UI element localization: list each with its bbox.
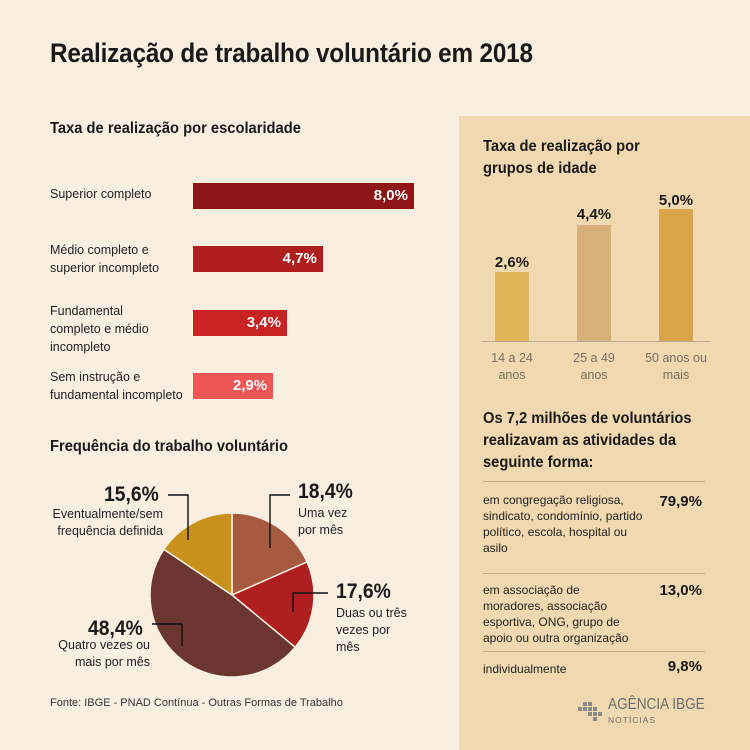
edu-value-label: 8,0% (373, 187, 408, 204)
pie-pct-eventualmente: 15,6% (104, 483, 159, 506)
divider (483, 651, 705, 652)
leader-line-eventualmente (168, 494, 189, 540)
edu-value-label: 2,9% (232, 377, 268, 394)
edu-bar-superior: 8,0% (193, 183, 414, 209)
logo-sub-text: NOTÍCIAS (608, 715, 657, 725)
age-value-14-24: 2,6% (494, 254, 530, 271)
edu-label-sem-instrucao: Sem instrução e fundamental incompleto (50, 370, 183, 402)
divider (483, 481, 705, 482)
age-bar-50-mais (659, 209, 693, 341)
age-value-50-mais: 5,0% (658, 192, 694, 209)
edu-label-fundamental: Fundamental completo e médio incompleto (50, 304, 149, 354)
right-panel (459, 116, 750, 750)
volunteer-form-desc: em associação de moradores, associação e… (483, 583, 629, 645)
volunteer-form-desc: individualmente (483, 662, 567, 676)
frequency-chart-title: Frequência do trabalho voluntário (50, 438, 289, 455)
age-chart-title: Taxa de realização por grupos de idade (483, 138, 640, 177)
age-label-14-24: 14 a 24 anos (491, 351, 533, 382)
volunteer-form-value: 79,9% (659, 493, 702, 510)
edu-bar-medio: 4,7% (193, 246, 323, 272)
age-label-50-mais: 50 anos ou mais (645, 351, 707, 382)
leader-line-uma-vez (269, 494, 290, 548)
logo-main-text: AGÊNCIA IBGE (608, 696, 705, 713)
pie-label-duas-tres: Duas ou três vezes por mês (336, 606, 407, 654)
volunteer-form-desc: em congregação religiosa, sindicato, con… (483, 493, 643, 555)
age-bar-14-24 (495, 272, 529, 341)
edu-label-superior: Superior completo (50, 187, 152, 201)
volunteers-title: Os 7,2 milhões de voluntários realizavam… (483, 410, 692, 471)
age-bar-25-49 (577, 224, 611, 341)
pie-pct-duas-tres: 17,6% (336, 580, 391, 603)
pie-slice-eventualmente (162, 512, 233, 597)
pie-slice-uma-vez (231, 512, 309, 597)
volunteer-form-value: 9,8% (667, 658, 702, 675)
edu-label-medio: Médio completo e superior incompleto (50, 243, 160, 275)
edu-value-label: 4,7% (282, 250, 317, 267)
pie-label-quatro: Quatro vezes ou mais por mês (58, 638, 150, 669)
pie-slice-quatro (149, 548, 297, 678)
age-label-25-49: 25 a 49 anos (573, 351, 615, 382)
pie-pct-uma-vez: 18,4% (298, 480, 353, 503)
pie-label-eventualmente: Eventualmente/sem frequência definida (52, 507, 163, 538)
age-value-25-49: 4,4% (576, 206, 612, 223)
leader-line-duas-tres (292, 592, 328, 612)
edu-value-label: 3,4% (246, 314, 281, 331)
edu-bar-sem-instrucao: 2,9% (193, 373, 274, 399)
pie-slice-duas-tres (230, 560, 315, 649)
age-chart-baseline (482, 341, 710, 342)
edu-bar-fundamental: 3,4% (193, 310, 287, 336)
volunteer-form-value: 13,0% (659, 582, 702, 599)
pie-label-uma-vez: Uma vez por mês (298, 506, 348, 537)
leader-line-quatro (152, 623, 183, 646)
divider (483, 573, 705, 574)
page-title: Realização de trabalho voluntário em 201… (50, 38, 533, 68)
source-note: Fonte: IBGE - PNAD Contínua - Outras For… (50, 697, 343, 709)
pie-pct-quatro: 48,4% (88, 617, 143, 640)
ibge-logo-icon (578, 702, 602, 721)
education-chart-title: Taxa de realização por escolaridade (50, 120, 301, 137)
